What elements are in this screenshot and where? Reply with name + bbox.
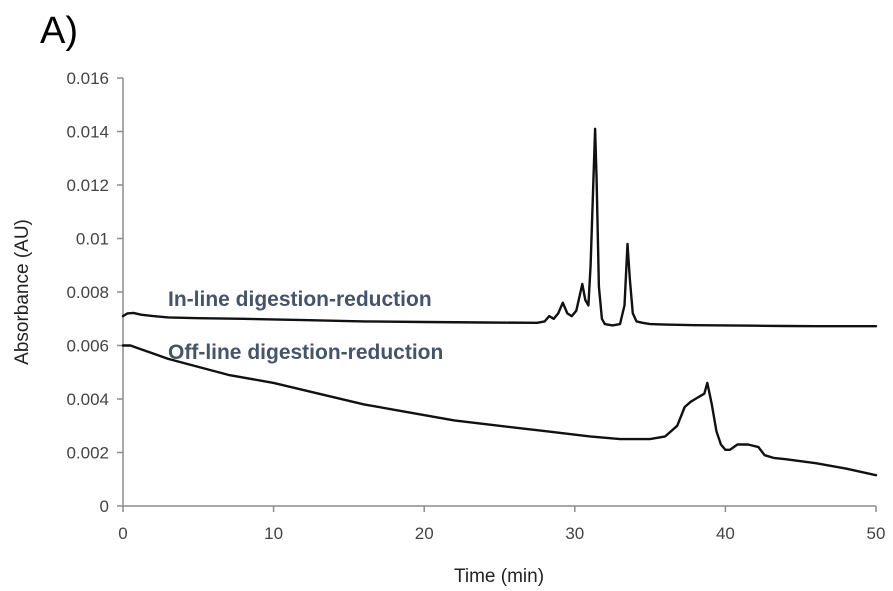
x-axis: 0 10 20 30 40 50	[118, 505, 885, 543]
series-layer	[121, 127, 878, 477]
off-line-trace-label: Off-line digestion-reduction	[168, 341, 443, 364]
x-ticks: 0 10 20 30 40 50	[118, 506, 885, 543]
x-tick-label: 40	[716, 524, 735, 543]
y-tick-label: 0.004	[66, 390, 109, 409]
y-tick-label: 0.008	[66, 283, 109, 302]
y-tick-label: 0.01	[76, 230, 109, 249]
y-tick-label: 0.002	[66, 444, 109, 463]
x-tick-label: 50	[867, 524, 886, 543]
off-line-series-line	[121, 344, 878, 477]
in-line-series-line	[121, 127, 878, 328]
y-axis-title: Absorbance (AU)	[12, 219, 33, 365]
y-tick-label: 0.012	[66, 176, 109, 195]
y-tick-label: 0.016	[66, 69, 109, 88]
x-axis-title: Time (min)	[454, 566, 544, 587]
y-ticks: 0 0.002 0.004 0.006 0.008 0.01 0.012 0.014 0.016	[66, 69, 123, 516]
x-tick-label: 30	[565, 524, 584, 543]
x-tick-label: 0	[118, 524, 127, 543]
y-tick-label: 0	[100, 497, 109, 516]
y-tick-label: 0.014	[66, 123, 109, 142]
x-tick-label: 10	[264, 524, 283, 543]
x-tick-label: 20	[415, 524, 434, 543]
panel-label: A)	[40, 10, 78, 52]
y-tick-label: 0.006	[66, 337, 109, 356]
y-axis: 0 0.002 0.004 0.006 0.008 0.01 0.012 0.014 0.016	[66, 69, 124, 516]
in-line-trace-label: In-line digestion-reduction	[168, 288, 432, 311]
